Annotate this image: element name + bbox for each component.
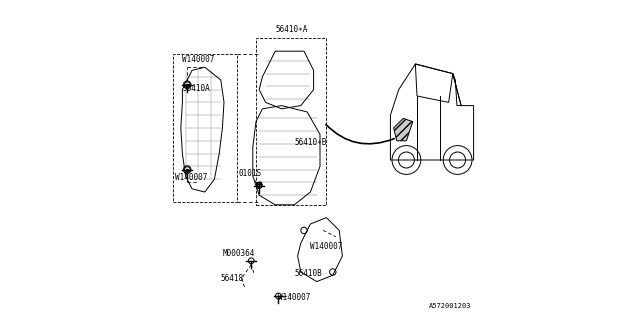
FancyArrowPatch shape xyxy=(326,124,394,144)
Text: M000364: M000364 xyxy=(223,249,255,258)
Polygon shape xyxy=(394,118,413,141)
Text: W140007: W140007 xyxy=(310,242,343,251)
Circle shape xyxy=(248,258,254,264)
Bar xyxy=(256,38,326,205)
Text: 0101S: 0101S xyxy=(239,169,262,178)
Text: 56410A: 56410A xyxy=(182,84,210,93)
Text: W140007: W140007 xyxy=(278,293,311,302)
Bar xyxy=(173,54,237,202)
Circle shape xyxy=(256,183,262,188)
Text: 56410∗A: 56410∗A xyxy=(275,25,308,34)
Text: 56410∗B: 56410∗B xyxy=(294,138,327,147)
Text: W140007: W140007 xyxy=(175,173,208,182)
Text: W140007: W140007 xyxy=(182,55,215,64)
Text: A572001203: A572001203 xyxy=(429,303,471,309)
Circle shape xyxy=(275,293,282,299)
Circle shape xyxy=(184,82,190,88)
Text: 56418: 56418 xyxy=(221,274,244,283)
Circle shape xyxy=(184,167,190,172)
Text: 56410B: 56410B xyxy=(294,269,322,278)
